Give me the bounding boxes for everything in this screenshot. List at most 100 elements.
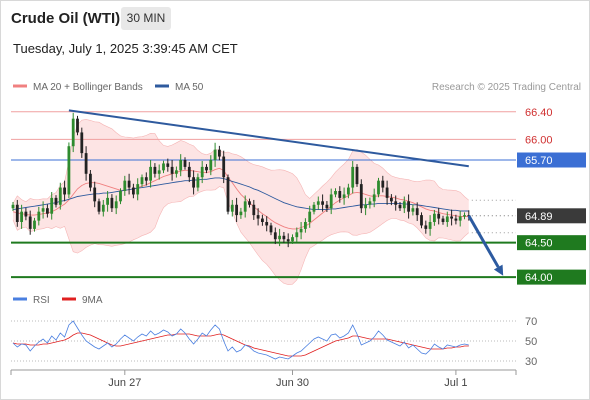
candle-body bbox=[312, 204, 316, 212]
candle-body bbox=[63, 187, 66, 195]
candle-body bbox=[282, 235, 286, 240]
candle-body bbox=[28, 216, 32, 229]
rsi-legend: RSI 9MA bbox=[13, 295, 103, 306]
x-axis-tick-label: Jun 30 bbox=[276, 377, 309, 389]
candle-body bbox=[222, 156, 226, 178]
forecast-arrow-shaft bbox=[467, 215, 500, 268]
candle-body bbox=[183, 160, 187, 167]
candle-body bbox=[411, 208, 415, 212]
candle-body bbox=[205, 166, 208, 171]
ma20-line bbox=[12, 167, 469, 230]
candle-body bbox=[334, 191, 337, 195]
candle-body bbox=[110, 197, 114, 209]
candle-body bbox=[166, 163, 170, 167]
candle-body bbox=[463, 215, 466, 217]
candle-body bbox=[351, 166, 355, 188]
candle-body bbox=[316, 201, 320, 205]
candle-body bbox=[243, 201, 247, 212]
candle-body bbox=[114, 201, 118, 209]
resistance-label: 65.70 bbox=[525, 155, 553, 167]
annotations bbox=[68, 109, 504, 276]
rsi-panel: 70 50 30 bbox=[11, 316, 537, 368]
timeframe-button[interactable]: 30 MIN bbox=[121, 7, 171, 30]
bollinger-legend-label: MA 20 + Bollinger Bands bbox=[33, 82, 143, 93]
candle-body bbox=[252, 204, 256, 216]
rsi-tick-label: 50 bbox=[525, 336, 537, 348]
candle-body bbox=[450, 216, 453, 219]
candle-body bbox=[11, 204, 15, 209]
candle-body bbox=[170, 166, 174, 174]
candle-body bbox=[101, 204, 105, 212]
rsi-9ma-line bbox=[12, 332, 469, 357]
candle-body bbox=[299, 228, 303, 233]
chart-credit: Research © 2025 Trading Central bbox=[432, 82, 581, 93]
candle-body bbox=[273, 232, 277, 240]
candle-body bbox=[218, 149, 221, 157]
resistance-label: 66.40 bbox=[525, 107, 553, 119]
candle-body bbox=[123, 180, 127, 191]
candle-body bbox=[364, 204, 367, 209]
bollinger-legend-swatch bbox=[13, 84, 27, 88]
candle-body bbox=[286, 239, 290, 242]
candle-body bbox=[71, 118, 75, 147]
candle-body bbox=[54, 197, 58, 205]
candle-body bbox=[437, 213, 441, 219]
support-label-bg bbox=[517, 269, 586, 285]
candle-body bbox=[119, 191, 122, 202]
candle-body bbox=[192, 177, 195, 188]
current-price-label-bg bbox=[517, 208, 586, 224]
candle-body bbox=[58, 187, 62, 205]
resistance-label: 66.00 bbox=[525, 134, 553, 146]
moving-averages bbox=[12, 167, 469, 230]
candle-body bbox=[144, 177, 148, 181]
candle-body bbox=[106, 197, 109, 205]
candle-body bbox=[256, 215, 260, 219]
candle-body bbox=[187, 166, 191, 178]
candle-body bbox=[295, 232, 299, 238]
support-label: 64.00 bbox=[525, 272, 553, 284]
candle-body bbox=[308, 211, 312, 222]
candle-body bbox=[278, 235, 281, 240]
candle-body bbox=[291, 237, 294, 242]
candle-body bbox=[407, 201, 410, 212]
candle-body bbox=[140, 177, 144, 185]
candle-body bbox=[342, 194, 346, 198]
current-price-label: 64.89 bbox=[525, 211, 553, 223]
candle-body bbox=[424, 225, 428, 229]
candle-body bbox=[372, 194, 376, 202]
candle-body bbox=[385, 187, 389, 198]
rsi-legend-label: RSI bbox=[33, 295, 50, 306]
bollinger-bands bbox=[12, 119, 469, 285]
resistance-trendline bbox=[68, 109, 469, 168]
candle-body bbox=[15, 204, 19, 222]
candle-body bbox=[46, 208, 49, 214]
candles bbox=[11, 112, 471, 248]
candle-body bbox=[325, 204, 329, 209]
candle-body bbox=[175, 170, 178, 174]
candle-body bbox=[235, 204, 238, 216]
datetime-label: Tuesday, July 1, 2025 3:39:45 AM CET bbox=[13, 41, 238, 56]
rsi-tick-label: 70 bbox=[525, 316, 537, 328]
candle-body bbox=[196, 177, 200, 188]
candle-body bbox=[433, 213, 436, 222]
x-axis-tick-label: Jun 27 bbox=[108, 377, 141, 389]
candle-body bbox=[132, 187, 135, 195]
candle-body bbox=[97, 201, 101, 212]
candle-body bbox=[394, 201, 398, 205]
candle-body bbox=[248, 201, 251, 205]
price-labels: 66.40 66.00 65.70 64.89 64.50 64.00 bbox=[517, 107, 586, 285]
bollinger-upper-line bbox=[12, 119, 469, 204]
candle-body bbox=[24, 211, 28, 217]
x-axis-tick-label: Jul 1 bbox=[444, 377, 467, 389]
candle-body bbox=[67, 146, 71, 195]
candle-body bbox=[441, 218, 445, 222]
candle-body bbox=[338, 191, 342, 198]
candle-body bbox=[454, 218, 458, 221]
candle-body bbox=[76, 118, 79, 133]
rsi-tick-label: 30 bbox=[525, 356, 537, 368]
ma50-legend-label: MA 50 bbox=[175, 82, 204, 93]
candle-body bbox=[162, 163, 165, 171]
candle-body bbox=[149, 166, 152, 181]
candle-body bbox=[428, 222, 432, 229]
